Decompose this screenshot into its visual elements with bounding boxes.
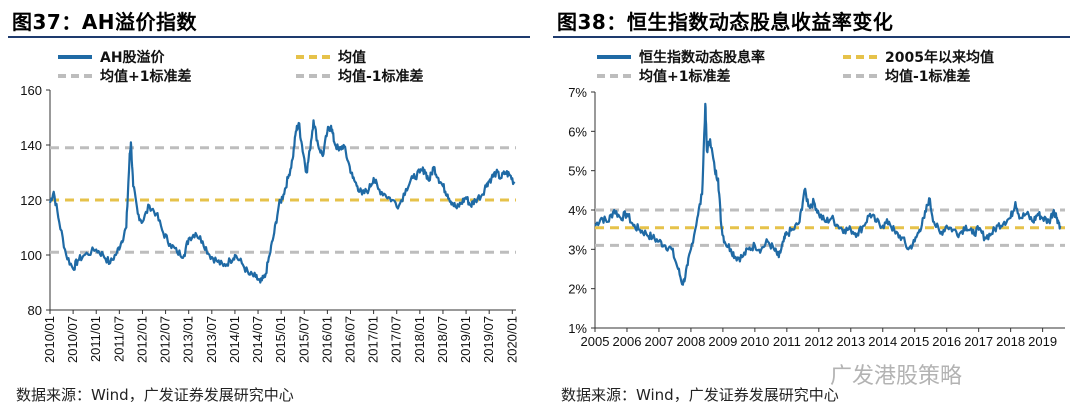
x-tick-label: 2019 [1028,334,1057,349]
chart-panel-ah-premium: 图37：AH溢价指数 AH股溢价 均值均值+1标准差 均值-1标准差 80 100 120… [8,10,530,404]
y-tick-label: 2% [568,282,587,297]
x-tick-label: 2008 [676,334,705,349]
x-tick-label: 2017 [964,334,993,349]
x-tick-label: 2013 [836,334,865,349]
x-tick-label: 2015 [900,334,929,349]
x-tick-label: 2005 [581,334,610,349]
watermark-text: 广发港股策略 [830,364,963,389]
legend-label-mean: 均值 [338,49,366,66]
title-rule [553,36,1070,38]
y-tick-label: 7% [568,85,587,100]
y-tick-label: 160 [20,83,42,98]
x-tick-label: 2014 [868,334,897,349]
x-tick-label: 2010 [740,334,769,349]
x-tick-label: 2015/01 [273,316,288,363]
x-tick-label: 2007 [644,334,673,349]
x-tick-label: 2012/01 [134,316,149,363]
x-tick-label: 2015/07 [296,316,311,363]
chart-panel-dividend-yield: 图38：恒生指数动态股息收益率变化 恒生指数动态股息率 2005年以来均值均值+1… [545,0,1080,418]
y-tick-label: 100 [20,248,42,263]
x-tick-label: 2017/07 [389,316,404,363]
y-tick-label: 4% [568,203,587,218]
chart-title: 图38：恒生指数动态股息收益率变化 [557,10,894,34]
x-tick-label: 2017/01 [366,316,381,363]
x-tick-label: 2011/07 [111,316,126,362]
title-rule [8,36,530,38]
x-tick-label: 2011 [773,334,801,349]
x-tick-label: 2016/01 [319,316,334,363]
y-tick-label: 120 [20,193,42,208]
y-tick-label: 1% [568,321,587,336]
chart-title: 图37：AH溢价指数 [12,10,198,34]
x-tick-label: 2006 [613,334,642,349]
data-source: 数据来源：Wind，广发证券发展研究中心 [16,386,294,404]
series-line [48,119,516,284]
series-line [594,102,1062,286]
legend-label-lower: 均值-1标准差 [338,68,424,85]
y-tick-label: 80 [28,303,42,318]
legend-label-series: AH股溢价 [100,49,166,66]
x-tick-label: 2013/07 [204,316,219,363]
x-tick-label: 2014/07 [250,316,265,363]
x-tick-label: 2018/07 [435,316,450,363]
y-tick-label: 5% [568,164,587,179]
x-tick-label: 2010/07 [65,316,80,363]
legend-label-lower: 均值-1标准差 [885,68,971,85]
x-tick-label: 2018/01 [412,316,427,363]
x-tick-label: 2012/07 [158,316,173,363]
x-tick-label: 2019/07 [481,316,496,363]
x-tick-label: 2019/01 [458,316,473,363]
legend-label-series: 恒生指数动态股息率 [639,49,765,66]
y-tick-label: 140 [20,138,42,153]
x-tick-label: 2013/01 [181,316,196,363]
legend-label-upper: 均值+1标准差 [639,68,730,85]
x-tick-label: 2012 [804,334,833,349]
legend-label-upper: 均值+1标准差 [100,68,191,85]
legend-label-mean: 2005年以来均值 [885,49,994,66]
x-tick-label: 2016 [932,334,961,349]
y-tick-label: 3% [568,242,587,257]
x-tick-label: 2009 [708,334,737,349]
x-tick-label: 2020/01 [504,316,519,363]
x-tick-label: 2014/01 [227,316,242,363]
x-tick-label: 2018 [996,334,1025,349]
x-tick-label: 2010/01 [42,316,57,363]
x-tick-label: 2016/07 [342,316,357,363]
x-tick-label: 2011/01 [88,316,103,362]
data-source: 数据来源：Wind，广发证券发展研究中心 [561,386,839,404]
y-tick-label: 6% [568,124,587,139]
